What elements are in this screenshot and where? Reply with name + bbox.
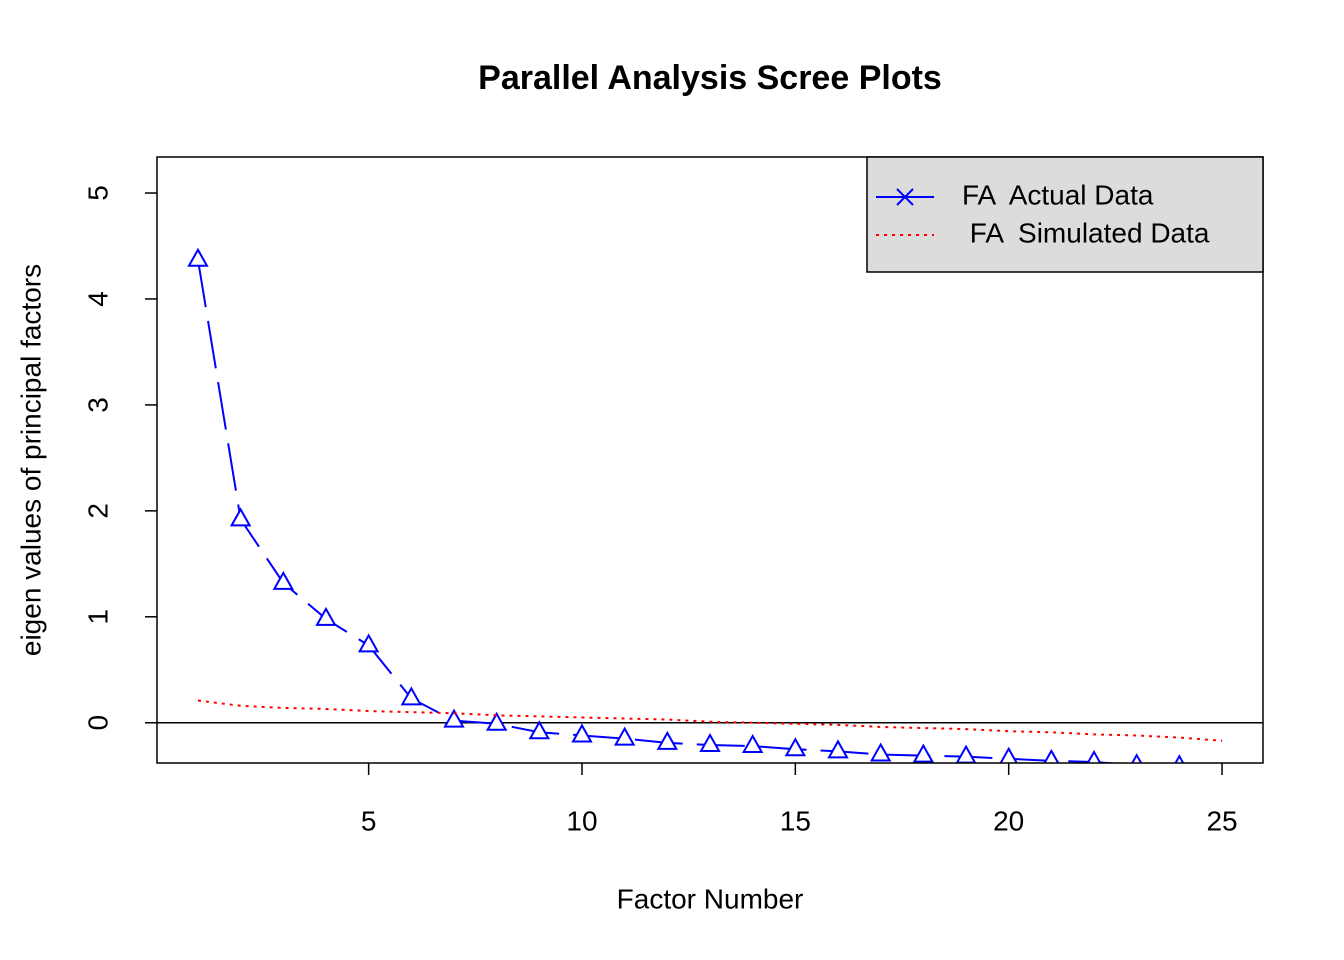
y-tick-label: 4 bbox=[82, 291, 113, 307]
point-marker bbox=[741, 734, 764, 754]
point-marker bbox=[699, 732, 721, 752]
point-marker bbox=[1086, 749, 1102, 763]
legend-marker bbox=[896, 188, 914, 206]
point-marker bbox=[827, 739, 849, 759]
point-marker bbox=[571, 723, 593, 743]
axes: 5 10 15 20 25 0 1 2 3 4 5 bbox=[82, 185, 1237, 836]
x-tick-label: 20 bbox=[993, 805, 1024, 836]
y-tick-label: 0 bbox=[82, 715, 113, 731]
x-tick-label: 5 bbox=[361, 805, 377, 836]
x-tick-label: 15 bbox=[780, 805, 811, 836]
plot-frame bbox=[156, 156, 1264, 764]
point-marker bbox=[912, 743, 935, 763]
legend-label: FA Actual Data bbox=[962, 179, 1154, 210]
point-marker bbox=[613, 726, 636, 746]
point-marker bbox=[187, 247, 209, 267]
point-marker bbox=[272, 570, 295, 590]
y-tick-label: 3 bbox=[82, 397, 113, 413]
point-marker bbox=[1131, 753, 1143, 763]
x-tick-label: 10 bbox=[566, 805, 597, 836]
plot-area bbox=[157, 247, 1263, 763]
x-tick-label: 25 bbox=[1206, 805, 1237, 836]
y-tick-label: 1 bbox=[82, 609, 113, 625]
point-marker bbox=[528, 720, 551, 740]
legend-label: FA Simulated Data bbox=[962, 217, 1210, 248]
point-marker bbox=[784, 737, 807, 757]
point-marker bbox=[315, 606, 337, 626]
legend: FA Actual Data FA Simulated Data bbox=[866, 156, 1264, 273]
point-marker bbox=[229, 507, 252, 527]
point-marker bbox=[400, 686, 423, 706]
point-marker bbox=[1043, 748, 1060, 763]
point-marker bbox=[955, 744, 977, 763]
point-marker bbox=[443, 708, 465, 728]
series-line bbox=[196, 259, 1122, 763]
y-tick-label: 5 bbox=[82, 185, 113, 201]
point-marker bbox=[656, 730, 679, 750]
point-marker bbox=[869, 742, 892, 762]
y-tick-label: 2 bbox=[82, 503, 113, 519]
point-marker bbox=[1174, 754, 1185, 763]
series-line bbox=[197, 699, 1223, 742]
x-axis-label: Factor Number bbox=[617, 883, 804, 914]
y-axis-label: eigen values of principal factors bbox=[15, 264, 46, 656]
point-marker bbox=[999, 746, 1018, 763]
legend-box bbox=[866, 156, 1264, 273]
point-marker bbox=[357, 633, 380, 653]
chart-title: Parallel Analysis Scree Plots bbox=[478, 59, 942, 97]
point-marker bbox=[485, 711, 508, 731]
